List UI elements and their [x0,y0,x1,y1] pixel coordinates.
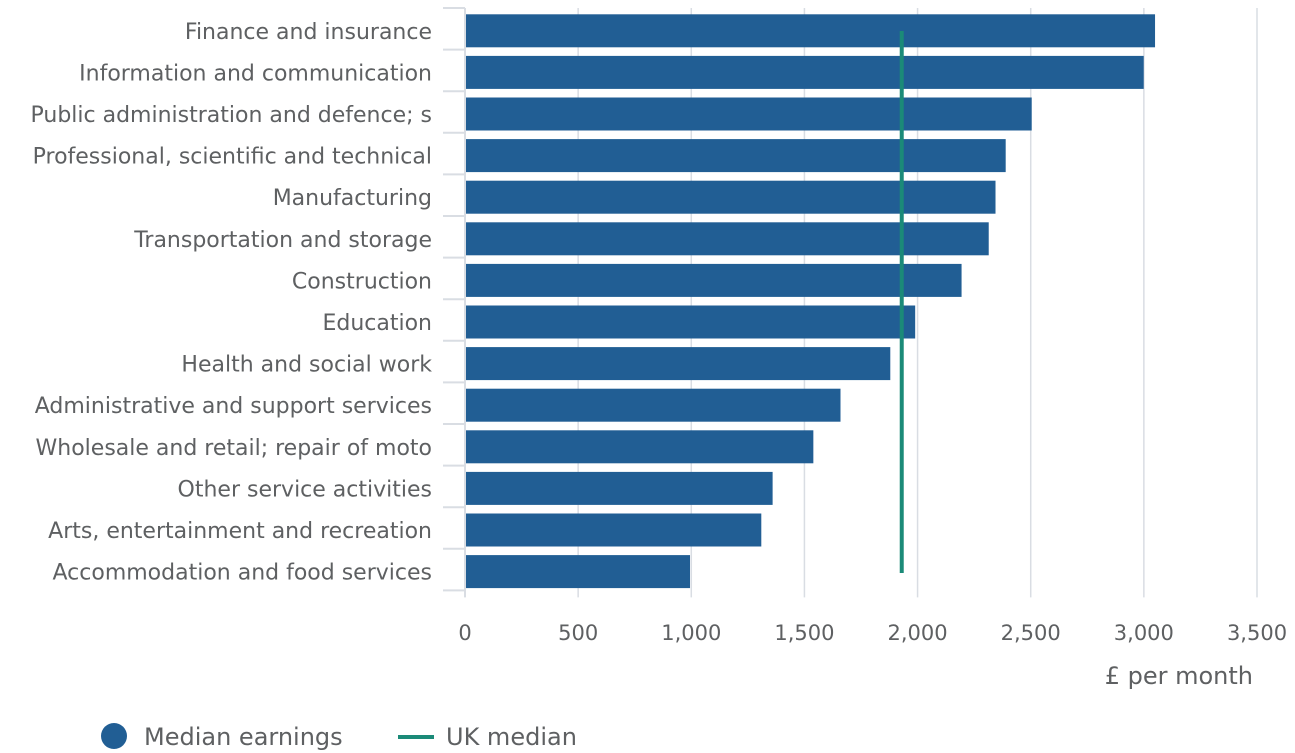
x-tick-labels: 0 500 1,000 1,500 2,000 2,500 3,000 3,500 [458,621,1287,645]
bar [466,305,916,339]
category-label: Arts, entertainment and recreation [48,519,432,544]
x-tick-label: 3,000 [1114,621,1174,645]
category-label: Other service activities [178,477,432,502]
bar [466,555,691,589]
x-tick-label: 500 [558,621,598,645]
bar [466,347,891,381]
category-label: Public administration and defence; s [31,103,433,128]
bar [466,388,841,422]
category-label: Transportation and storage [133,228,432,253]
bar [466,471,773,505]
bar [466,513,762,547]
category-label: Finance and insurance [185,20,432,45]
grid-lines [577,8,1258,598]
category-label: Professional, scientific and technical [33,145,432,170]
category-label: Accommodation and food services [53,561,433,586]
category-axis [443,7,466,598]
category-label: Wholesale and retail; repair of moto [36,436,432,461]
x-tick-label: 1,500 [774,621,834,645]
bar [466,55,1144,89]
legend-marker-median-earnings [101,723,127,749]
bar [466,139,1006,173]
legend-label-uk-median: UK median [446,723,577,751]
bar [466,180,996,214]
category-label: Manufacturing [273,186,432,211]
category-label: Administrative and support services [35,394,432,419]
bar [466,430,814,464]
bar [466,222,989,256]
x-tick-label: 3,500 [1227,621,1287,645]
category-labels: Finance and insurance Information and com… [31,20,433,586]
x-tick-label: 2,000 [888,621,948,645]
category-label: Education [322,311,432,336]
legend-item-uk-median: UK median [398,723,577,751]
category-label: Health and social work [181,353,432,378]
bar [466,97,1032,131]
x-tick-label: 0 [458,621,471,645]
x-tick-label: 2,500 [1001,621,1061,645]
x-axis-title: £ per month [1105,662,1253,690]
legend: Median earnings UK median [101,723,577,751]
category-label: Construction [292,269,432,294]
bars [466,14,1156,589]
category-label: Information and communication [79,61,432,86]
bar [466,14,1156,48]
bar [466,263,962,297]
legend-item-median-earnings: Median earnings [101,723,343,751]
x-tick-label: 1,000 [661,621,721,645]
legend-label-median-earnings: Median earnings [144,723,343,751]
